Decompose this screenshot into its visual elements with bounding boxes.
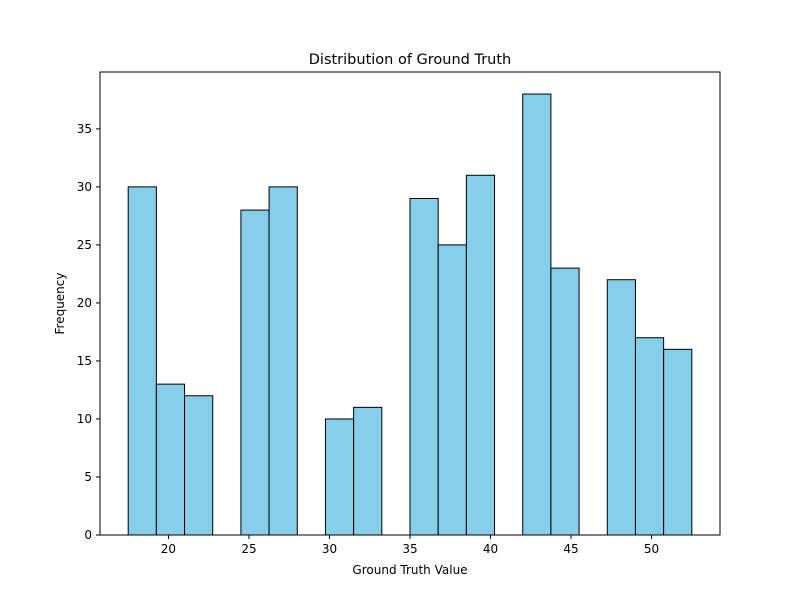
chart-title: Distribution of Ground Truth	[309, 52, 511, 68]
histogram-bar	[353, 406, 383, 536]
histogram-bar	[268, 186, 298, 536]
histogram-bar	[465, 174, 496, 536]
histogram-bar	[663, 348, 693, 536]
y-axis-label: Frequency	[53, 273, 67, 335]
histogram-bar	[409, 197, 439, 536]
x-tick-label: 40	[483, 542, 498, 556]
histogram-bar	[155, 383, 186, 536]
y-tick-label: 35	[77, 122, 92, 136]
histogram-bar	[240, 209, 270, 536]
histogram-bar	[550, 267, 580, 536]
histogram-bar	[522, 93, 552, 536]
y-tick-label: 5	[84, 470, 92, 484]
histogram-bar	[184, 395, 214, 536]
histogram-bar	[127, 186, 157, 536]
y-tick-label: 10	[77, 412, 92, 426]
y-tick-label: 30	[77, 180, 92, 194]
x-tick-label: 45	[563, 542, 578, 556]
x-tick-label: 50	[644, 542, 659, 556]
y-tick-label: 15	[77, 354, 92, 368]
x-axis-ticks: 20 25 30 35 40 45 50	[161, 535, 659, 556]
y-tick-label: 20	[77, 296, 92, 310]
bars-group	[127, 93, 693, 536]
histogram-bar	[437, 244, 467, 536]
histogram-bar	[634, 337, 665, 536]
y-axis-ticks: 0 5 10 15 20 25 30 35	[77, 122, 100, 542]
y-tick-label: 25	[77, 238, 92, 252]
x-tick-label: 25	[241, 542, 256, 556]
x-tick-label: 20	[161, 542, 176, 556]
histogram-bar	[606, 279, 636, 536]
y-tick-label: 0	[84, 528, 92, 542]
x-axis-label: Ground Truth Value	[352, 563, 467, 577]
histogram-bar	[324, 418, 355, 536]
x-tick-label: 30	[322, 542, 337, 556]
x-tick-label: 35	[402, 542, 417, 556]
